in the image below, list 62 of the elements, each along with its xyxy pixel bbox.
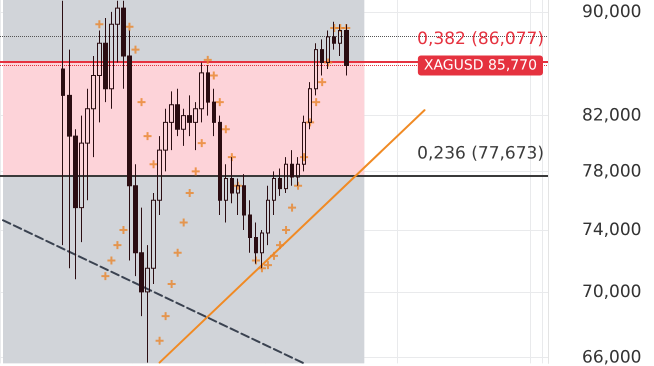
candlestick — [254, 222, 258, 264]
point — [198, 139, 206, 148]
candlestick — [266, 185, 270, 246]
ref-line-label: 0,382 (86,077) — [417, 28, 544, 49]
candlestick — [236, 178, 240, 216]
y-tick-label: 74,000 — [582, 220, 642, 240]
y-tick-label: 66,000 — [582, 348, 642, 366]
candlestick — [260, 229, 264, 269]
candlestick — [338, 24, 342, 57]
candlestick — [230, 156, 234, 204]
y-tick-label: 90,000 — [582, 2, 642, 22]
point — [210, 72, 218, 80]
ref-line-label: XAGUSD 85,770 — [424, 57, 537, 74]
point — [276, 241, 284, 250]
point — [318, 78, 326, 86]
candlestick — [212, 88, 216, 137]
point — [113, 241, 122, 250]
point — [204, 56, 212, 64]
point — [282, 226, 290, 234]
point — [150, 160, 158, 168]
candlestick — [284, 156, 288, 194]
point — [270, 252, 278, 260]
point — [125, 22, 134, 31]
point — [162, 312, 170, 320]
candlestick — [302, 115, 306, 172]
point — [95, 20, 104, 28]
candlestick — [332, 21, 336, 50]
candlestick — [290, 150, 294, 186]
point — [131, 46, 140, 54]
point — [138, 98, 146, 106]
point — [101, 272, 110, 280]
candlestick — [248, 200, 252, 254]
point — [186, 188, 194, 197]
candlestick — [296, 156, 300, 186]
point — [312, 98, 320, 106]
point — [180, 218, 188, 226]
candlestick — [326, 30, 330, 70]
point — [216, 98, 224, 106]
point — [144, 132, 152, 140]
candlestick — [224, 164, 228, 223]
candlestick — [320, 38, 324, 76]
point — [156, 336, 164, 345]
point — [264, 261, 272, 270]
point — [288, 204, 296, 212]
candlestick — [218, 115, 222, 216]
candlestick — [308, 82, 312, 130]
candlestick — [272, 170, 276, 216]
candlestick — [278, 168, 282, 196]
y-tick-label: 78,000 — [582, 161, 642, 182]
ref-line-label: 0,236 (77,673) — [417, 143, 544, 164]
y-tick-label: 70,000 — [582, 282, 642, 302]
point — [119, 226, 128, 234]
y-tick-label: 82,000 — [582, 106, 642, 126]
point — [168, 280, 176, 288]
point — [192, 167, 200, 176]
candlestick — [242, 174, 246, 230]
point — [222, 125, 230, 134]
point — [107, 256, 116, 265]
candlestick — [61, 0, 65, 246]
candlestick — [206, 64, 210, 116]
point — [174, 248, 182, 257]
candlestick — [314, 42, 318, 96]
